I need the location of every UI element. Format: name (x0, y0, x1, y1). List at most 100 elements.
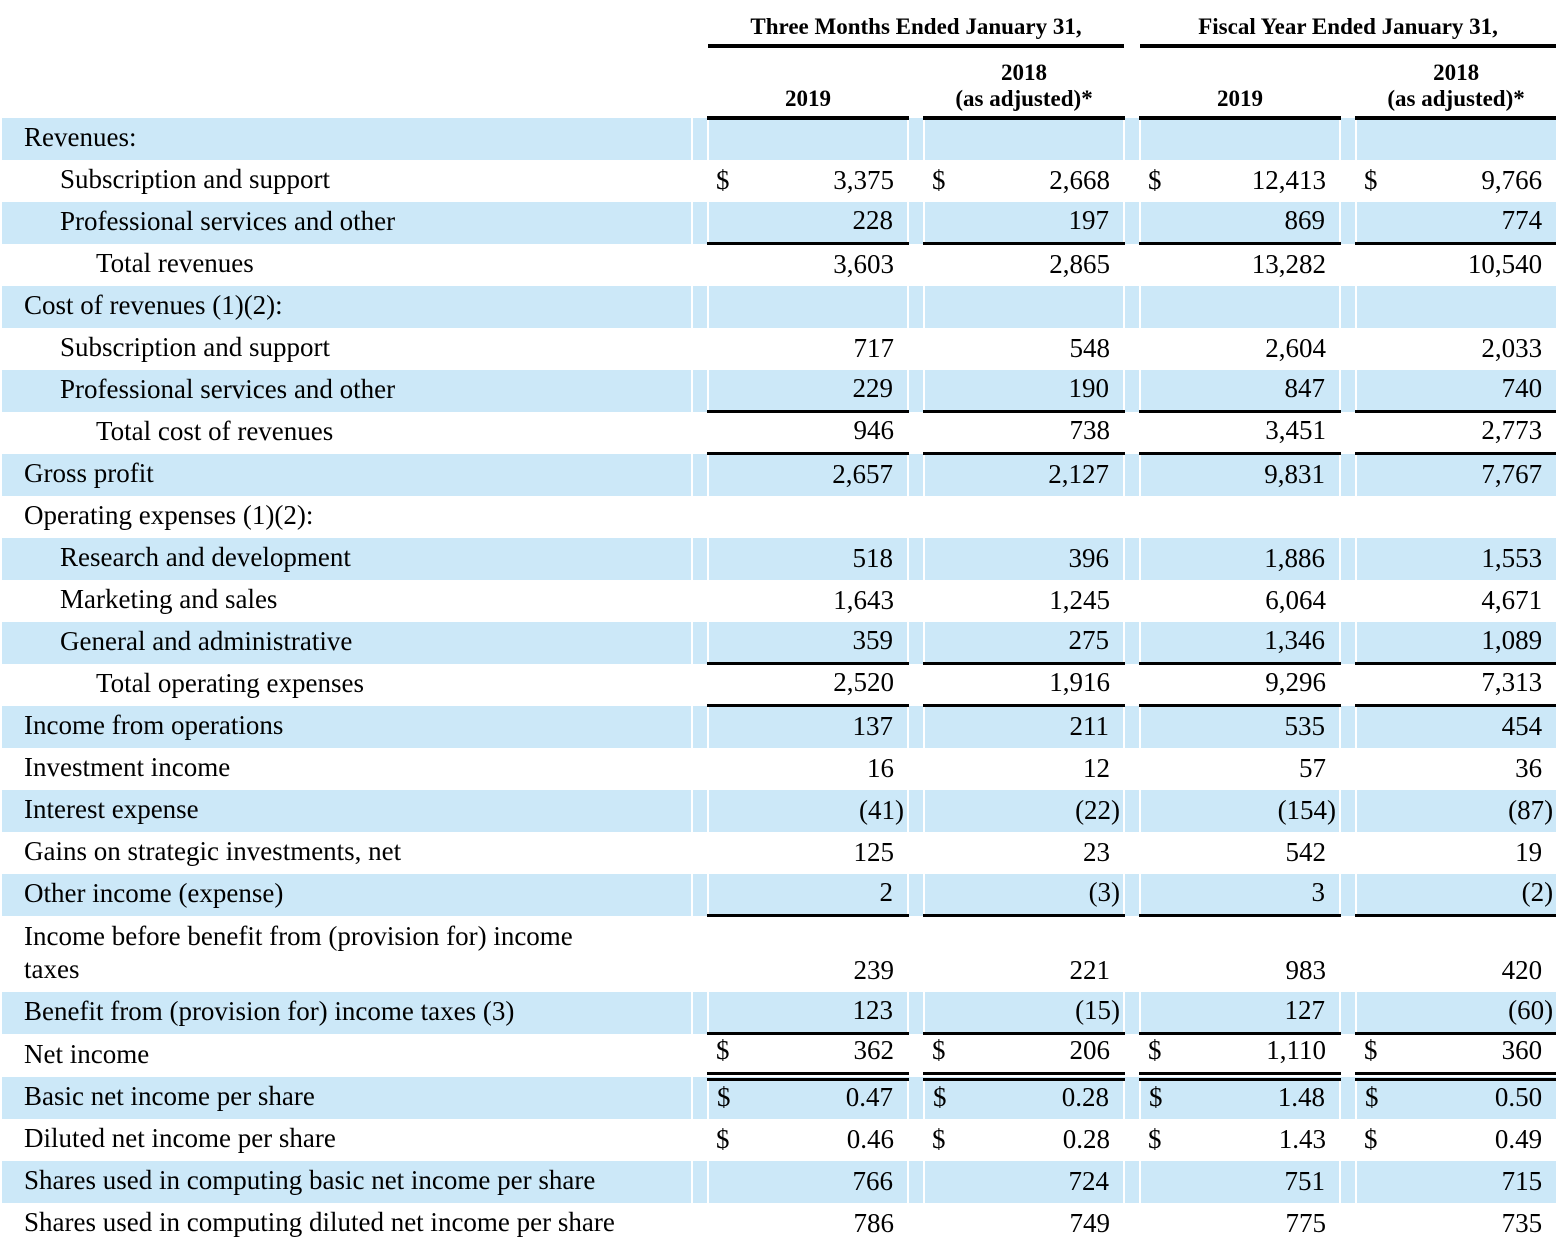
row-label: Professional services and other (60, 373, 396, 404)
cell-value: (41) (746, 789, 908, 832)
row-label: Operating expenses (1)(2): (24, 499, 314, 530)
header-spacer (2, 46, 692, 118)
col-gap (1124, 1033, 1141, 1077)
cell-value: 9,766 (1481, 164, 1543, 195)
cell-value: 123 (746, 991, 908, 1036)
dollar-sign (708, 748, 746, 790)
cell-value: 774 (1394, 201, 1557, 246)
col-gap (1339, 117, 1358, 160)
col-gap (907, 537, 925, 580)
cell-value: 454 (1394, 705, 1557, 748)
dollar-sign (708, 1203, 746, 1245)
dollar-sign (1356, 496, 1394, 538)
dollar-sign (708, 201, 746, 246)
col-header-fy-2018: 2018 (as adjusted)* (1356, 46, 1557, 120)
dollar-sign (708, 873, 746, 918)
col-gap (1123, 285, 1142, 328)
col-gap (1340, 1033, 1357, 1077)
col-gap (1123, 369, 1142, 412)
col-gap (1340, 243, 1357, 286)
dollar-sign: $ (1364, 164, 1378, 195)
col-gap (1123, 991, 1142, 1034)
cell-value (962, 117, 1125, 160)
cell-value: 1,089 (1394, 621, 1557, 666)
row-label: Income before benefit from (provision fo… (24, 920, 573, 984)
cell-value: (2) (1394, 873, 1557, 918)
cell-value (1178, 285, 1341, 328)
col-gap (907, 453, 925, 496)
row-label: Gross profit (24, 457, 154, 488)
table-row: Research and development 518 396 1,886 1… (2, 537, 1557, 580)
dollar-sign: $ (1148, 164, 1162, 195)
dollar-sign (708, 916, 746, 992)
dollar-sign (708, 244, 746, 286)
col-gap (908, 579, 924, 622)
table-header: Three Months Ended January 31, Fiscal Ye… (2, 0, 1557, 120)
year-sublabel: (as adjusted)* (1387, 86, 1525, 112)
dollar-sign: $ (1140, 1076, 1179, 1119)
row-label-cell: Shares used in computing diluted net inc… (2, 1203, 692, 1245)
col-gap (691, 369, 709, 412)
row-label: Revenues: (24, 121, 137, 152)
col-gap (1124, 159, 1141, 202)
dollar-sign (1140, 1160, 1179, 1203)
cell-value (1394, 285, 1557, 328)
row-label-cell: Research and development (2, 537, 692, 580)
cell-value: 518 (746, 537, 908, 580)
dollar-sign (924, 1160, 962, 1203)
dollar-sign (1140, 873, 1179, 918)
row-label-cell: General and administrative (2, 621, 692, 664)
table-row: Marketing and sales 1,643 1,245 6,064 4,… (2, 579, 1556, 622)
cell-value: 12 (1083, 752, 1111, 783)
col-gap (691, 201, 709, 244)
dollar-sign (708, 705, 746, 748)
cell-value: 749 (1069, 1207, 1111, 1238)
col-gap (908, 831, 924, 874)
table-row: Professional services and other 228 197 … (2, 201, 1557, 246)
dollar-sign: $ (924, 1033, 962, 1082)
col-gap (1124, 243, 1141, 286)
dollar-sign (1140, 285, 1179, 328)
col-gap (908, 411, 924, 454)
col-gap (907, 201, 925, 244)
dollar-sign: $ (1356, 1033, 1395, 1082)
col-gap (692, 411, 708, 454)
dollar-sign (1140, 117, 1179, 160)
dollar-sign (1140, 537, 1179, 580)
col-gap (691, 537, 709, 580)
col-gap (692, 579, 708, 622)
cell-value: 360 (1394, 1033, 1557, 1082)
year-label: 2018 (1433, 60, 1480, 86)
table-row: Income from operations 137 211 535 454 (2, 705, 1557, 748)
cell-value: 127 (1178, 991, 1341, 1036)
cell-value: 1,245 (1049, 584, 1111, 615)
row-label: Diluted net income per share (24, 1122, 336, 1153)
cell-value: 420 (1501, 954, 1543, 985)
col-gap (1339, 537, 1358, 580)
dollar-sign: $ (716, 164, 730, 195)
dollar-sign (1356, 873, 1395, 918)
dollar-sign (1140, 748, 1178, 790)
col-gap (908, 747, 924, 790)
col-gap (692, 1118, 708, 1161)
row-label-cell: Benefit from (provision for) income taxe… (2, 991, 692, 1034)
col-gap (1340, 747, 1357, 790)
row-label: Benefit from (provision for) income taxe… (24, 995, 515, 1026)
dollar-sign: $ (708, 1033, 746, 1082)
cell-value (746, 117, 908, 160)
col-gap (907, 1076, 925, 1119)
table-row: Professional services and other 229 190 … (2, 369, 1557, 414)
dollar-sign (924, 453, 962, 496)
dollar-sign (924, 285, 962, 328)
table-row: Income before benefit from (provision fo… (2, 915, 1556, 992)
table-row: Investment income 16 12 57 36 (2, 747, 1556, 790)
col-gap (1123, 537, 1142, 580)
dollar-sign (1140, 705, 1179, 748)
dollar-sign (1356, 201, 1395, 246)
cell-value (746, 285, 908, 328)
cell-value: 740 (1394, 369, 1557, 414)
dollar-sign (1140, 328, 1178, 370)
dollar-sign (708, 285, 746, 328)
col-gap (907, 991, 925, 1034)
